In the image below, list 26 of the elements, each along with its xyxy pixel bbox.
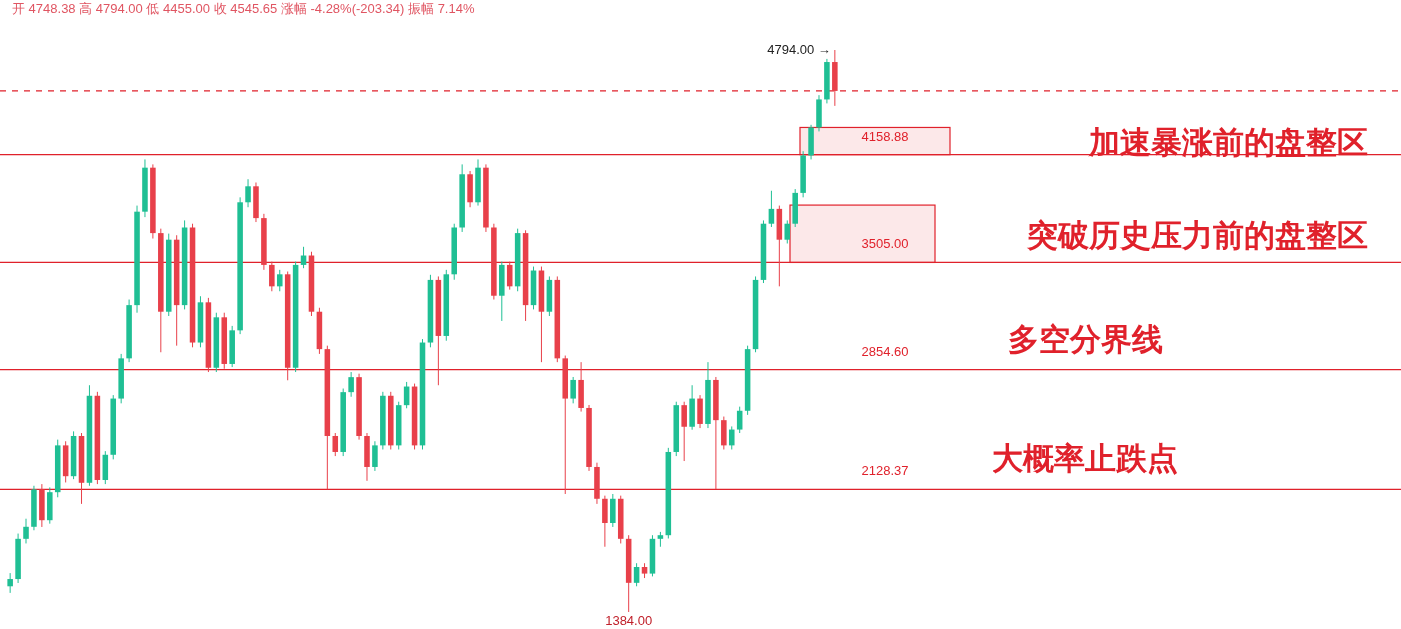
candlestick xyxy=(736,406,743,434)
candlestick xyxy=(332,432,339,457)
annotation: 4794.00 → xyxy=(767,42,831,57)
ref-line-label: 2128.37 xyxy=(861,463,909,479)
candlestick xyxy=(7,572,13,594)
candlestick xyxy=(681,401,687,462)
candlestick xyxy=(506,261,513,291)
candlestick xyxy=(348,371,354,398)
text: 开 4748.38 高 4794.00 低 4455.00 收 4545.65 涨幅 -4.28%(-203.34) 振幅 7.14% xyxy=(12,1,475,16)
candlestick xyxy=(633,562,640,587)
candlestick xyxy=(23,518,29,544)
candlestick xyxy=(784,219,791,244)
ref-line-label: 3505.00 xyxy=(861,236,909,252)
band-label: 突破历史压力前的盘整区 xyxy=(1026,216,1368,253)
candlestick xyxy=(276,269,283,292)
annotation: 多空分界线 xyxy=(1007,320,1163,357)
candlestick xyxy=(245,178,251,208)
ref-line-label: 4158.88 xyxy=(861,128,909,144)
candlestick xyxy=(269,261,275,292)
candlestick xyxy=(728,425,735,450)
annotation: 1384.00 xyxy=(605,613,653,628)
annotation: 大概率止跌点 xyxy=(992,440,1178,477)
candlestick xyxy=(570,376,576,404)
ref-line-label: 2854.60 xyxy=(861,343,909,359)
candlestick xyxy=(768,190,775,228)
candlestick xyxy=(372,440,378,472)
